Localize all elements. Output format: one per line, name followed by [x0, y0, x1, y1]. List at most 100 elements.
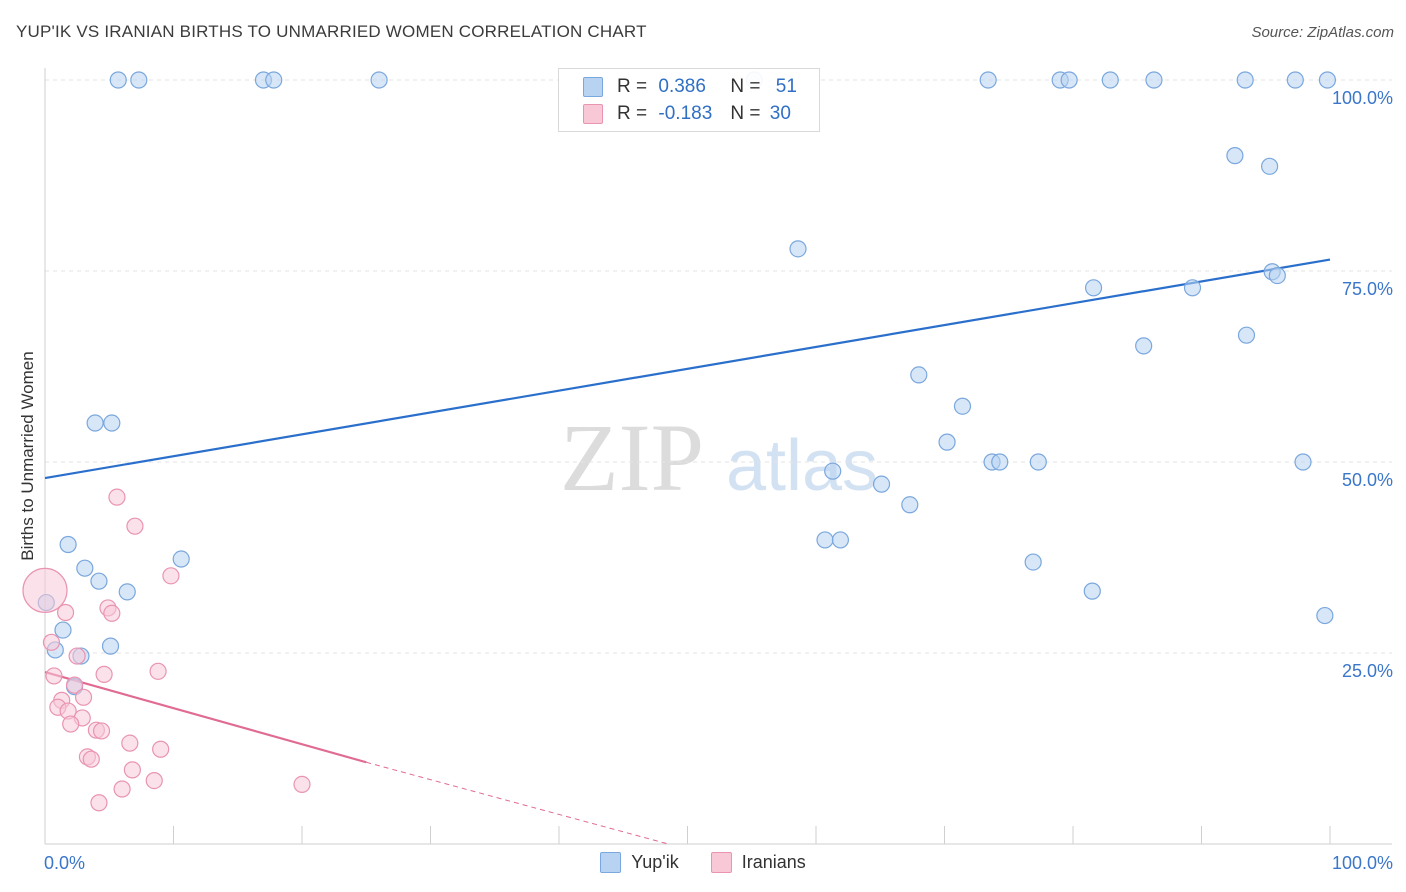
- point-iranians: [108, 488, 126, 506]
- point-iranians: [123, 761, 141, 779]
- point-yupik: [1135, 337, 1153, 355]
- point-iranians: [152, 740, 170, 758]
- watermark-zip: ZIP: [560, 404, 704, 511]
- legend-n-label: N =: [730, 103, 761, 124]
- series-swatch-iranians: [710, 852, 732, 873]
- point-iranians: [82, 750, 100, 768]
- point-yupik: [86, 414, 104, 432]
- trend-lines: [44, 258, 1331, 845]
- point-iranians: [126, 517, 144, 535]
- tick-labels: 25.0% 50.0% 75.0% 100.0% 0.0% 100.0%: [44, 88, 1393, 873]
- series-legend-iranians: Iranians: [710, 852, 806, 873]
- point-yupik: [265, 71, 283, 89]
- point-iranians: [121, 734, 139, 752]
- point-yupik: [370, 71, 388, 89]
- point-yupik: [103, 414, 121, 432]
- point-yupik: [1084, 279, 1103, 297]
- x-tick-label-max: 100.0%: [1332, 853, 1393, 873]
- point-iranians: [74, 688, 93, 706]
- point-yupik: [172, 550, 190, 568]
- point-yupik: [1029, 453, 1047, 471]
- legend-swatch-yupik: [583, 77, 603, 97]
- point-iranians: [92, 722, 111, 740]
- x-tick-label-min: 0.0%: [44, 853, 85, 873]
- legend-r-label: R =: [617, 76, 648, 97]
- legend-n-value-iranians: 30: [769, 103, 791, 124]
- point-iranians: [42, 633, 61, 651]
- y-tick-label: 50.0%: [1342, 470, 1393, 490]
- y-tick-label: 25.0%: [1342, 661, 1393, 681]
- point-yupik: [130, 71, 148, 89]
- watermark: ZIP atlas: [560, 404, 878, 511]
- legend-n-value-yupik: 51: [775, 76, 797, 97]
- grid: [45, 79, 1392, 654]
- point-yupik: [76, 559, 94, 577]
- point-yupik: [953, 397, 972, 415]
- legend-r-label: R =: [617, 103, 648, 124]
- point-yupik: [1226, 147, 1244, 165]
- point-yupik: [1101, 71, 1119, 89]
- point-yupik: [1024, 553, 1042, 571]
- source-label: Source: ZipAtlas.com: [1251, 24, 1394, 41]
- point-yupik: [1237, 326, 1256, 344]
- point-yupik: [1318, 71, 1337, 89]
- point-iranians: [113, 780, 131, 798]
- point-iranians: [45, 667, 63, 685]
- point-iranians: [149, 662, 167, 680]
- point-yupik: [1145, 71, 1163, 89]
- point-yupik: [1268, 266, 1286, 285]
- series-legend: Yup'ik Iranians: [0, 852, 1406, 873]
- point-iranians: [22, 567, 68, 613]
- point-iranians: [56, 603, 75, 622]
- point-yupik: [1183, 279, 1202, 297]
- point-yupik: [1083, 582, 1101, 600]
- point-yupik: [1236, 71, 1254, 89]
- point-iranians: [90, 794, 108, 812]
- chart-title: YUP'IK VS IRANIAN BIRTHS TO UNMARRIED WO…: [16, 22, 647, 41]
- legend-row-yupik: R = 0.386 N = 51: [583, 75, 797, 99]
- point-iranians: [65, 676, 84, 694]
- point-yupik: [90, 572, 108, 590]
- point-yupik: [789, 240, 807, 258]
- y-axis-label: Births to Unmarried Women: [18, 351, 37, 561]
- legend-swatch-iranians: [583, 104, 603, 124]
- point-yupik: [872, 475, 891, 493]
- series-name-iranians: Iranians: [741, 852, 806, 872]
- trend-line-yupik: [44, 258, 1331, 480]
- point-yupik: [901, 496, 919, 514]
- point-yupik: [1060, 71, 1078, 89]
- trend-line-iranians-extension: [366, 761, 669, 845]
- legend-r-value-yupik: 0.386: [658, 76, 706, 97]
- point-yupik: [101, 637, 120, 655]
- point-iranians: [62, 715, 80, 733]
- legend-row-iranians: R = -0.183 N = 30: [583, 102, 791, 126]
- point-yupik: [816, 531, 834, 549]
- series-legend-yupik: Yup'ik: [600, 852, 679, 873]
- series-swatch-yupik: [600, 852, 622, 873]
- point-yupik: [118, 583, 136, 601]
- point-yupik: [1316, 606, 1334, 625]
- series-name-yupik: Yup'ik: [631, 852, 679, 872]
- axes: [44, 68, 1392, 845]
- point-yupik: [938, 433, 956, 451]
- point-yupik: [1294, 453, 1312, 471]
- point-yupik: [979, 71, 997, 89]
- point-iranians: [103, 604, 121, 622]
- point-iranians: [68, 647, 86, 665]
- watermark-atlas: atlas: [726, 426, 878, 506]
- point-yupik: [54, 621, 72, 639]
- point-yupik: [1261, 157, 1279, 175]
- y-tick-label: 100.0%: [1332, 88, 1393, 108]
- point-iranians: [162, 567, 180, 585]
- point-yupik: [59, 535, 77, 554]
- point-iranians: [95, 665, 113, 683]
- point-yupik: [831, 531, 850, 549]
- point-yupik: [1286, 71, 1304, 89]
- point-iranians: [293, 775, 311, 794]
- point-yupik: [109, 71, 127, 89]
- y-tick-label: 75.0%: [1342, 279, 1393, 299]
- point-yupik: [824, 462, 842, 480]
- point-yupik: [910, 366, 928, 384]
- legend-n-label: N =: [730, 76, 761, 97]
